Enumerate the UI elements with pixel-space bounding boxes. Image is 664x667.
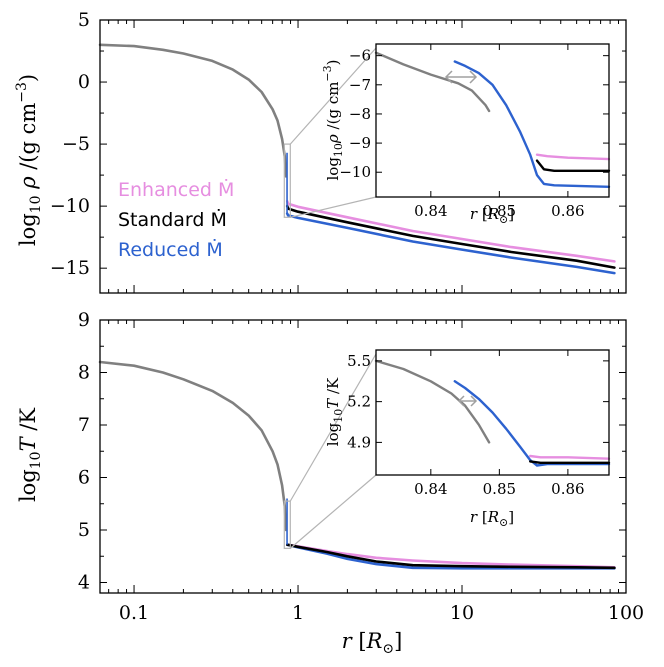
temperature-inset-ytick-label: 5.2 (347, 393, 371, 411)
temperature-inset-reduced-line (453, 380, 611, 467)
temperature-plot-area (98, 353, 616, 570)
density-ytick-label: −10 (50, 195, 90, 217)
density-panel: 5 0 −5 −10 −15 log10 ρ /(g cm−3) Enhanced Ṁ … (14, 9, 627, 294)
temperature-inset-ytick-label: 5.5 (347, 352, 371, 370)
temperature-panel: 9 8 7 6 5 4 0.1 1 10 100 log10T /K r [R⊙] 5.5 5.2 4… (16, 309, 644, 657)
temperature-ylabel: log10T /K (16, 408, 44, 502)
temperature-inset-xlabel: r [R⊙] (470, 508, 514, 529)
temperature-zoom-connector-top (289, 353, 377, 502)
temperature-shift-arrow (457, 395, 478, 407)
temperature-ytick-label: 9 (78, 309, 90, 331)
temperature-inset-ytick-label: 4.9 (347, 433, 371, 451)
density-inset-xtick-label: 0.86 (551, 202, 584, 220)
temperature-xtick-label: 100 (608, 602, 644, 624)
density-inset-xtick-label: 0.84 (414, 202, 447, 220)
legend-enhanced: Enhanced Ṁ (118, 178, 234, 201)
density-inset-ticks: −6 −7 −8 −9 −10 0.84 0.85 0.86 (339, 44, 609, 220)
legend: Enhanced Ṁ Standard Ṁ Reduced Ṁ (118, 178, 234, 261)
density-ytick-label: −5 (62, 133, 90, 155)
temperature-inset-ylabel: log10T /K (324, 377, 345, 446)
density-ylabel: log10 ρ /(g cm−3) (14, 74, 44, 246)
density-inset-ytick-label: −10 (339, 163, 371, 181)
temperature-inset-xtick-label: 0.84 (414, 480, 447, 498)
temperature-zoom-box (283, 500, 291, 549)
density-inset-ytick-label: −7 (349, 76, 371, 94)
temperature-interior-line (98, 360, 288, 532)
density-inset-enhanced-line (535, 153, 611, 161)
temperature-inset-xtick-label: 0.85 (483, 480, 516, 498)
temperature-inset-xtick-label: 0.86 (551, 480, 584, 498)
temperature-xtick-label: 0.1 (119, 602, 149, 624)
density-reduced-line (285, 212, 616, 275)
legend-standard: Standard Ṁ (118, 208, 227, 231)
temperature-ytick-label: 6 (78, 467, 90, 489)
x-axis-label: r [R⊙] (342, 629, 403, 657)
density-ticks: 5 0 −5 −10 −15 (50, 9, 627, 293)
density-standard-line (285, 204, 616, 269)
temperature-ytick-label: 4 (78, 572, 90, 594)
temperature-inset: 5.5 5.2 4.9 0.84 0.85 0.86 log10T /K r [R⊙] (324, 349, 611, 529)
temperature-inset-frame (375, 349, 610, 476)
legend-reduced: Reduced Ṁ (118, 238, 223, 261)
density-zoom-connector-bottom (290, 196, 377, 218)
temperature-ytick-label: 5 (78, 519, 90, 541)
density-inset-xtick-label: 0.85 (483, 202, 516, 220)
density-inset-ytick-label: −8 (349, 105, 371, 123)
density-interior-line (98, 43, 288, 178)
density-zoom-box (283, 143, 291, 218)
density-zoom-connector-top (289, 47, 377, 145)
density-ytick-label: −15 (50, 257, 90, 279)
temperature-inset-enhanced-line (529, 454, 611, 460)
temperature-frame (99, 319, 627, 594)
density-enhanced-line (285, 199, 616, 263)
density-inset-plot-area (374, 51, 611, 189)
density-inset-ytick-label: −6 (349, 47, 371, 65)
temperature-standard-line (285, 543, 616, 570)
temperature-inset-interior-line (374, 359, 491, 444)
density-inset-ylabel: log10ρ /(g cm−3) (321, 59, 345, 180)
density-inset-standard-line (535, 159, 611, 173)
density-inset-reduced-line (453, 60, 611, 189)
temperature-zoom-connector-bottom (289, 474, 377, 549)
temperature-ticks: 9 8 7 6 5 4 0.1 1 10 100 (78, 309, 644, 624)
temperature-xtick-label: 1 (292, 602, 304, 624)
density-inset: −6 −7 −8 −9 −10 0.84 0.85 0.86 log10ρ /(g cm−3)… (321, 43, 611, 226)
density-plot-area (98, 43, 616, 275)
temperature-ytick-label: 7 (78, 414, 90, 436)
density-frame (99, 19, 627, 294)
density-inset-interior-line (374, 51, 491, 113)
density-ytick-label: 0 (78, 71, 90, 93)
density-inset-xlabel: r [R⊙] (470, 205, 514, 226)
density-inset-frame (375, 43, 610, 198)
temperature-inset-plot-area (374, 359, 611, 467)
temperature-xtick-label: 10 (450, 602, 474, 624)
density-ytick-label: 5 (78, 9, 90, 31)
temperature-ytick-label: 8 (78, 362, 90, 384)
density-shift-arrow (444, 70, 478, 84)
temperature-inset-ticks: 5.5 5.2 4.9 0.84 0.85 0.86 (347, 350, 609, 498)
temperature-inset-standard-line (529, 460, 611, 464)
density-inset-ytick-label: −9 (349, 134, 371, 152)
